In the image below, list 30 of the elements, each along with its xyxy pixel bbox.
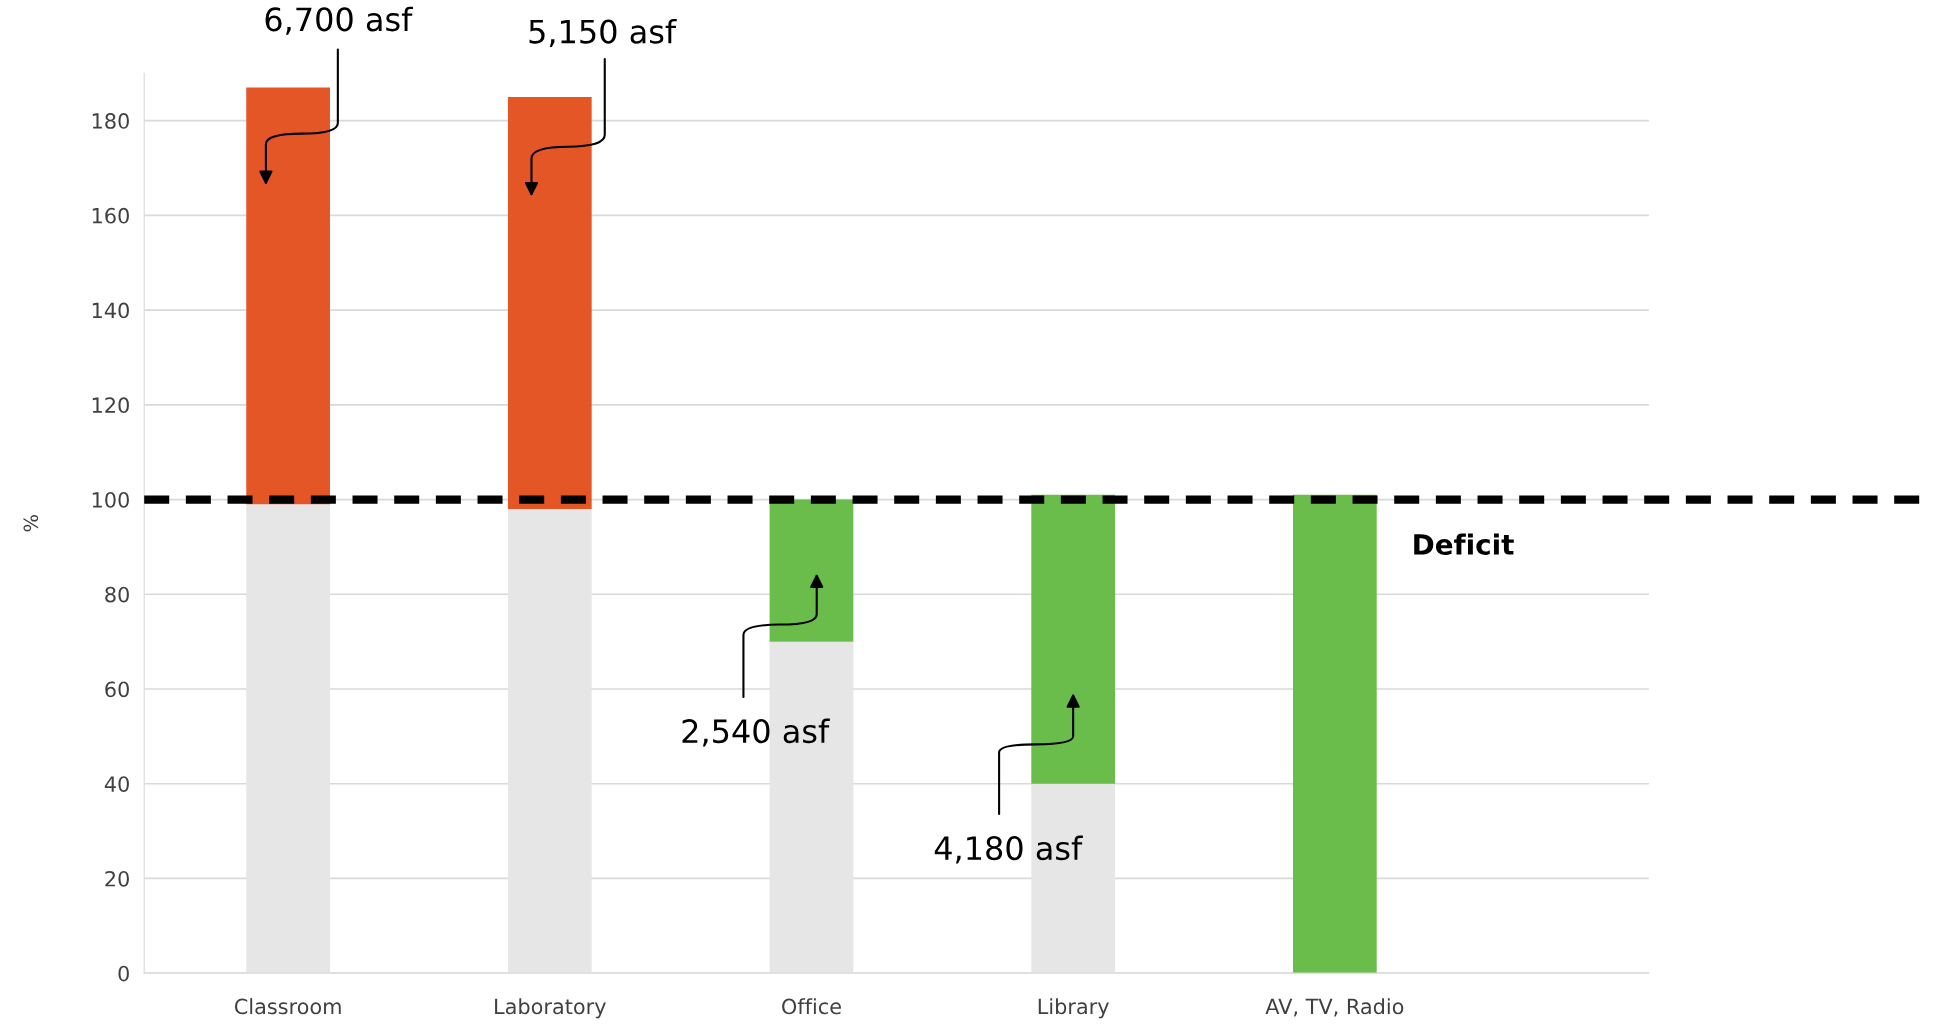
y-tick-label: 120 [92, 397, 129, 414]
bar [246, 87, 330, 505]
ref-line-label: Deficit [1414, 533, 1514, 555]
x-tick-label: Laboratory [495, 998, 606, 1019]
bar [507, 509, 592, 974]
x-tick-label: AV, TV, Radio [1265, 998, 1404, 1017]
annotation: 4,180 asf [934, 835, 1083, 864]
y-axis-title: % [23, 515, 39, 532]
x-tick-label: Office [782, 998, 841, 1015]
bar [769, 641, 854, 974]
annotation: 2,540 asf [682, 718, 830, 747]
text: 6,700 asf [265, 6, 413, 35]
bar [1031, 494, 1116, 784]
bar [769, 499, 854, 642]
y-tick-label: 60 [105, 681, 129, 698]
y-tick-label: 40 [104, 776, 129, 792]
bar [1292, 494, 1377, 974]
y-tick-label: 80 [105, 586, 129, 603]
bar [507, 96, 592, 510]
text: 5,150 asf [529, 18, 677, 47]
y-tick-label: 100 [92, 492, 129, 508]
bar [246, 504, 330, 974]
y-tick-label: 160 [92, 207, 129, 224]
bar [1031, 783, 1116, 974]
x-tick-label: Classroom [234, 998, 341, 1015]
y-tick-label: 180 [92, 113, 129, 129]
y-tick-label: 20 [105, 870, 129, 887]
y-tick-label: 140 [92, 302, 129, 319]
x-tick-label: Library [1038, 998, 1109, 1019]
y-tick-label: 0 [118, 965, 129, 982]
